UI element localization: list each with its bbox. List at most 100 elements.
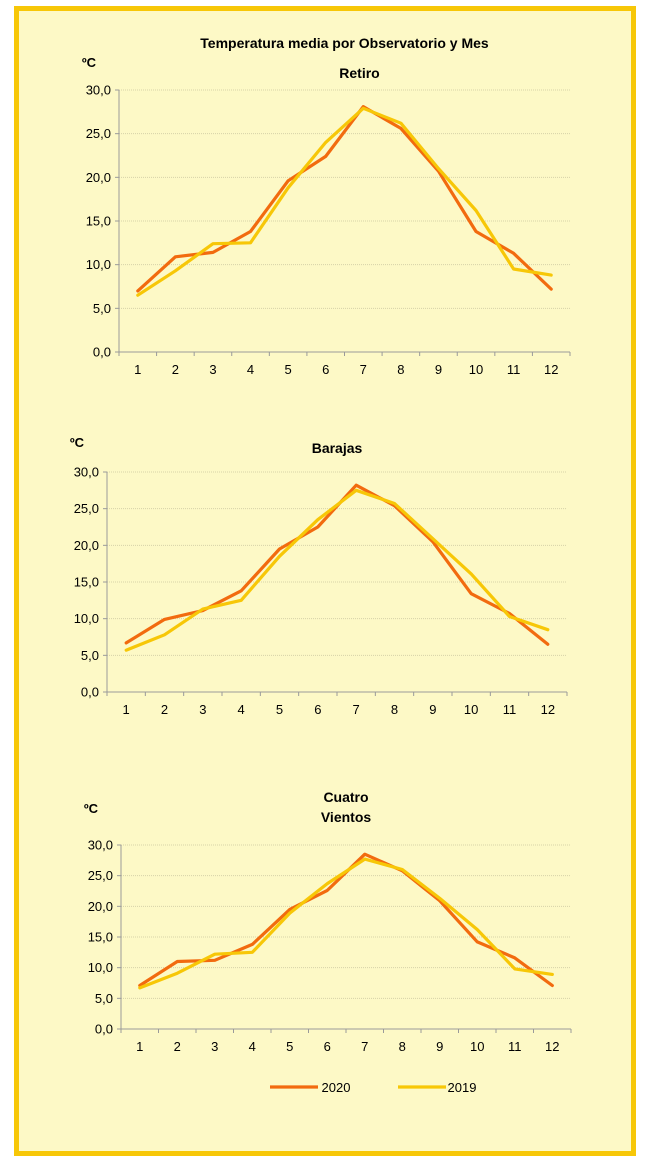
y-tick-label: 25,0 bbox=[88, 868, 113, 883]
y-axis-label: ºC bbox=[82, 55, 97, 70]
data-point-2020 bbox=[363, 853, 366, 856]
data-point-2020 bbox=[316, 525, 320, 529]
y-tick-label: 0,0 bbox=[81, 685, 99, 700]
data-point-2019 bbox=[286, 186, 290, 190]
x-tick-label: 12 bbox=[544, 362, 558, 377]
y-tick-label: 30,0 bbox=[86, 83, 111, 98]
x-tick-label: 4 bbox=[238, 702, 245, 717]
data-point-2019 bbox=[469, 572, 473, 576]
x-tick-label: 12 bbox=[541, 702, 555, 717]
data-point-2019 bbox=[399, 121, 403, 125]
y-tick-label: 0,0 bbox=[95, 1022, 113, 1037]
data-point-2020 bbox=[399, 127, 403, 130]
x-tick-label: 11 bbox=[507, 362, 521, 377]
x-tick-label: 4 bbox=[249, 1039, 256, 1054]
y-tick-label: 20,0 bbox=[88, 899, 113, 914]
data-point-2019 bbox=[251, 951, 254, 954]
data-point-2019 bbox=[138, 986, 141, 990]
data-point-2020 bbox=[286, 179, 290, 183]
x-tick-label: 5 bbox=[276, 702, 283, 717]
data-point-2019 bbox=[354, 489, 358, 492]
x-tick-label: 3 bbox=[209, 362, 216, 377]
data-point-2020 bbox=[278, 547, 281, 551]
x-tick-label: 8 bbox=[397, 362, 404, 377]
data-point-2020 bbox=[474, 230, 478, 233]
data-point-2019 bbox=[551, 973, 554, 976]
data-point-2019 bbox=[362, 107, 365, 110]
data-point-2019 bbox=[174, 269, 177, 272]
x-tick-label: 6 bbox=[322, 362, 329, 377]
data-point-2019 bbox=[550, 273, 553, 277]
x-tick-label: 4 bbox=[247, 362, 254, 377]
y-axis-label: ºC bbox=[84, 801, 99, 816]
x-tick-label: 11 bbox=[503, 702, 517, 717]
y-tick-label: 25,0 bbox=[86, 126, 111, 141]
data-point-2019 bbox=[363, 857, 366, 861]
data-point-2020 bbox=[249, 230, 252, 233]
data-point-2019 bbox=[512, 267, 515, 271]
series-line-2020 bbox=[136, 104, 553, 293]
y-tick-label: 5,0 bbox=[81, 648, 99, 663]
y-tick-label: 15,0 bbox=[88, 930, 113, 945]
x-tick-label: 7 bbox=[360, 362, 367, 377]
data-point-2020 bbox=[174, 255, 177, 259]
x-tick-label: 2 bbox=[172, 362, 179, 377]
y-tick-label: 20,0 bbox=[86, 170, 111, 185]
data-point-2019 bbox=[476, 928, 479, 931]
y-tick-label: 5,0 bbox=[95, 991, 113, 1006]
data-point-2019 bbox=[393, 502, 396, 505]
y-tick-label: 10,0 bbox=[88, 960, 113, 975]
x-tick-label: 9 bbox=[436, 1039, 443, 1054]
data-point-2020 bbox=[546, 643, 550, 646]
data-point-2020 bbox=[324, 155, 327, 158]
data-point-2019 bbox=[326, 882, 329, 885]
data-point-2019 bbox=[508, 615, 511, 618]
data-point-2019 bbox=[316, 518, 320, 521]
x-tick-label: 11 bbox=[508, 1039, 522, 1054]
data-point-2020 bbox=[469, 592, 473, 595]
y-axis-label: ºC bbox=[70, 435, 85, 450]
x-tick-label: 1 bbox=[136, 1039, 143, 1054]
x-tick-label: 6 bbox=[324, 1039, 331, 1054]
data-point-2019 bbox=[213, 952, 216, 956]
chart-title: Temperatura media por Observatorio y Mes bbox=[200, 35, 489, 51]
data-point-2019 bbox=[211, 242, 215, 245]
y-tick-label: 30,0 bbox=[88, 838, 113, 853]
x-tick-label: 5 bbox=[285, 362, 292, 377]
x-tick-label: 5 bbox=[286, 1039, 293, 1054]
data-point-2020 bbox=[476, 940, 479, 944]
data-point-2019 bbox=[288, 911, 291, 915]
chart-subtitle: Retiro bbox=[339, 65, 379, 81]
data-point-2020 bbox=[354, 484, 358, 487]
chart-title: Barajas bbox=[312, 440, 363, 456]
data-point-2019 bbox=[401, 868, 404, 871]
data-point-2019 bbox=[438, 897, 441, 900]
data-point-2019 bbox=[437, 167, 440, 170]
x-tick-label: 8 bbox=[391, 702, 398, 717]
x-tick-label: 3 bbox=[199, 702, 206, 717]
x-tick-label: 1 bbox=[123, 702, 130, 717]
x-tick-label: 2 bbox=[174, 1039, 181, 1054]
chart-title-line: Cuatro bbox=[323, 789, 368, 805]
y-tick-label: 0,0 bbox=[93, 345, 111, 360]
data-point-2019 bbox=[278, 555, 281, 558]
data-point-2020 bbox=[213, 959, 216, 962]
series-line-2020 bbox=[138, 852, 554, 988]
data-point-2020 bbox=[176, 960, 179, 963]
x-tick-label: 10 bbox=[469, 362, 483, 377]
data-point-2019 bbox=[546, 628, 550, 631]
data-point-2019 bbox=[239, 599, 243, 602]
x-tick-label: 8 bbox=[399, 1039, 406, 1054]
x-tick-label: 6 bbox=[314, 702, 321, 717]
data-point-2020 bbox=[251, 943, 254, 946]
data-point-2020 bbox=[288, 908, 291, 911]
data-point-2020 bbox=[550, 287, 553, 291]
data-point-2019 bbox=[124, 649, 128, 652]
series-line-2019 bbox=[138, 857, 554, 990]
legend-label-2019: 2019 bbox=[448, 1080, 477, 1095]
data-point-2019 bbox=[474, 209, 478, 212]
y-tick-label: 20,0 bbox=[74, 538, 99, 553]
legend-label-2020: 2020 bbox=[322, 1080, 351, 1095]
x-tick-label: 10 bbox=[470, 1039, 484, 1054]
